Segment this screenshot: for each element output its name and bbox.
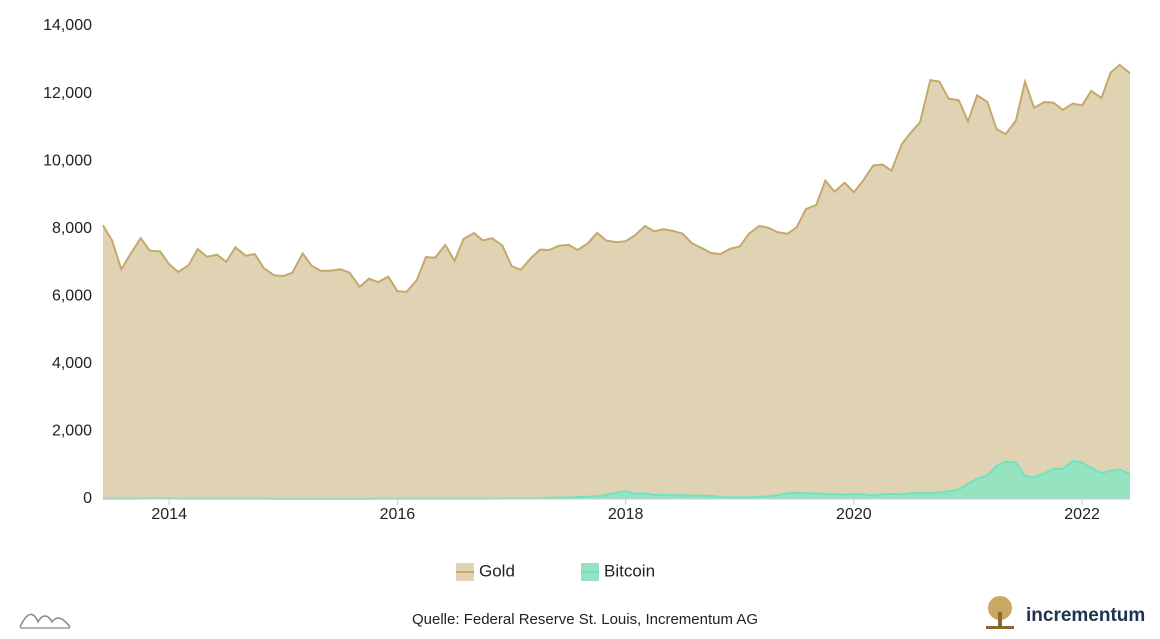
plot-area	[102, 63, 1131, 500]
x-tick-label: 2014	[151, 506, 187, 523]
x-tick-label: 2018	[608, 506, 644, 523]
y-tick-label: 12,000	[43, 85, 92, 102]
y-tick-label: 8,000	[52, 220, 92, 237]
x-tick-label: 2022	[1064, 506, 1100, 523]
brand-icon	[986, 596, 1014, 629]
small-logo	[19, 613, 71, 628]
legend-label: Gold	[479, 561, 515, 580]
legend: Gold Bitcoin	[456, 561, 655, 581]
area-line	[102, 63, 1131, 293]
y-tick-label: 2,000	[52, 423, 92, 440]
source-note: Quelle: Federal Reserve St. Louis, Incre…	[412, 611, 758, 628]
y-tick-label: 14,000	[43, 17, 92, 34]
y-tick-label: 6,000	[52, 288, 92, 305]
brand-name: incrementum	[1026, 605, 1145, 626]
x-tick-label: 2020	[836, 506, 872, 523]
y-tick-label: 4,000	[52, 355, 92, 372]
legend-label: Bitcoin	[604, 561, 655, 580]
x-tick-label: 2016	[380, 506, 416, 523]
area-fill	[103, 460, 1130, 499]
y-tick-label: 10,000	[43, 152, 92, 169]
y-tick-label: 0	[83, 490, 92, 507]
area-fill	[103, 64, 1130, 500]
